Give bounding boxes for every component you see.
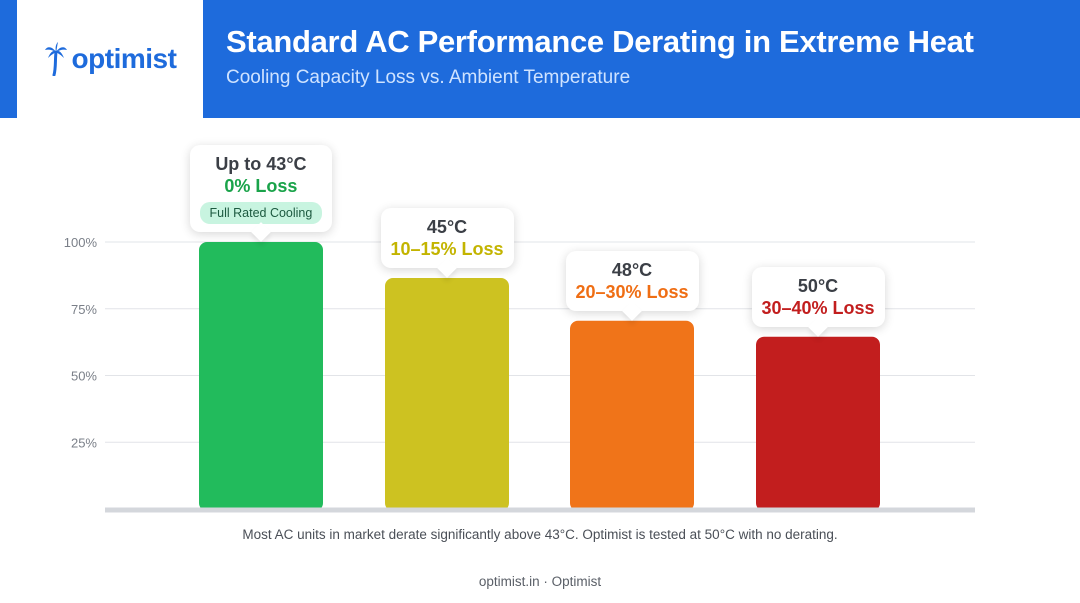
bar-1 [199,242,323,511]
bar-4 [756,336,880,511]
callout-loss: 20–30% Loss [575,281,689,302]
page-subtitle: Cooling Capacity Loss vs. Ambient Temper… [226,67,631,88]
logo-text: optimist [71,43,177,74]
header-banner: optimist Standard AC Performance Deratin… [0,0,1080,118]
callout-temperature: 45°C [426,217,468,238]
bar-3 [570,320,694,511]
y-tick-label: 50% [71,369,97,384]
bar-2 [385,278,509,511]
palm-tree-icon [44,42,67,76]
bar-chart: 25% 50% 75% 100% [64,235,975,513]
page-title: Standard AC Performance Derating in Extr… [226,24,974,59]
callout-loss: 30–40% Loss [761,297,875,318]
bar-callout: Up to 43°C 0% Loss Full Rated Cooling [189,145,333,232]
callout-temperature: 48°C [611,259,653,280]
callout-loss: 10–15% Loss [390,239,504,260]
bar-callout: 50°C 30–40% Loss [751,266,885,327]
callout-temperature: 50°C [797,275,839,296]
bar-callout: 45°C 10–15% Loss [380,208,514,269]
brand-logo[interactable]: optimist [44,42,177,76]
logo-box: optimist [17,0,203,118]
bar-callout: 48°C 20–30% Loss [565,250,699,311]
footnote: Most AC units in market derate significa… [242,527,838,542]
y-tick-label: 100% [64,235,98,250]
footer-text: optimist.in · Optimist [478,574,602,589]
full-rated-badge: Full Rated Cooling [199,202,323,224]
callout-temperature: Up to 43°C [215,154,307,174]
y-tick-label: 75% [71,302,97,317]
callout-loss: 0% Loss [224,176,298,196]
y-tick-label: 25% [71,435,97,450]
